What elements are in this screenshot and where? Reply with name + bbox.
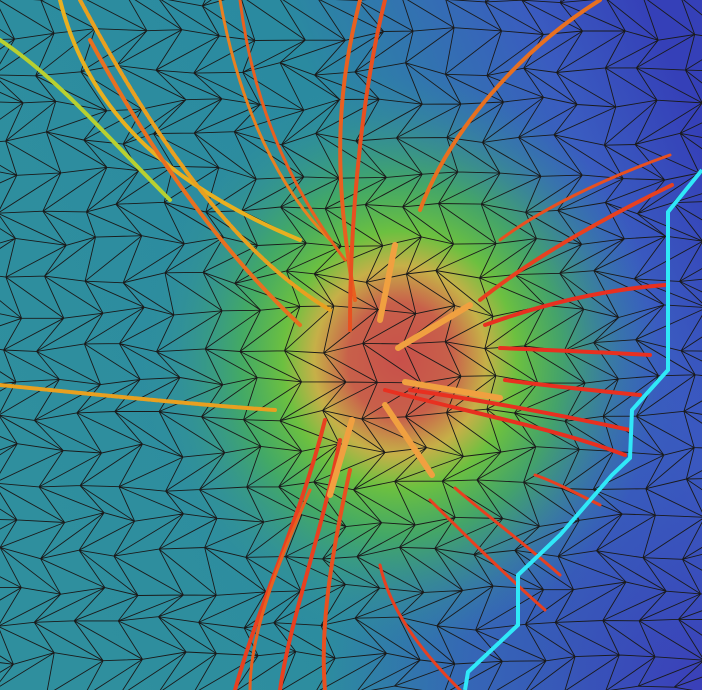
- source-segment: [377, 242, 398, 323]
- streamline: [478, 183, 674, 302]
- streamline: [383, 388, 627, 457]
- streamline: [0, 383, 277, 412]
- streamline: [453, 486, 562, 577]
- streamline: [418, 0, 602, 212]
- streamline: [408, 388, 632, 432]
- streamline: [503, 378, 642, 397]
- streamline: [321, 468, 352, 690]
- streamline: [0, 38, 172, 202]
- streamline: [88, 38, 302, 327]
- streamline: [498, 346, 652, 357]
- source-segment: [402, 379, 503, 401]
- streamline: [238, 0, 347, 262]
- streamline: [278, 438, 342, 690]
- streamline: [483, 283, 667, 327]
- source-segment: [327, 417, 355, 498]
- source-segment: [395, 302, 473, 351]
- source-segment: [382, 402, 435, 478]
- streamline: [378, 563, 462, 690]
- streamline: [428, 498, 547, 612]
- streamline: [248, 488, 312, 690]
- streamline: [348, 0, 387, 332]
- streamline: [78, 0, 332, 312]
- streamlines: [0, 0, 674, 690]
- streamline: [233, 418, 327, 690]
- streamline: [338, 0, 362, 302]
- streamline: [58, 0, 302, 242]
- streamline: [498, 153, 672, 242]
- streamline: [218, 0, 332, 242]
- boundary-line: [463, 168, 702, 690]
